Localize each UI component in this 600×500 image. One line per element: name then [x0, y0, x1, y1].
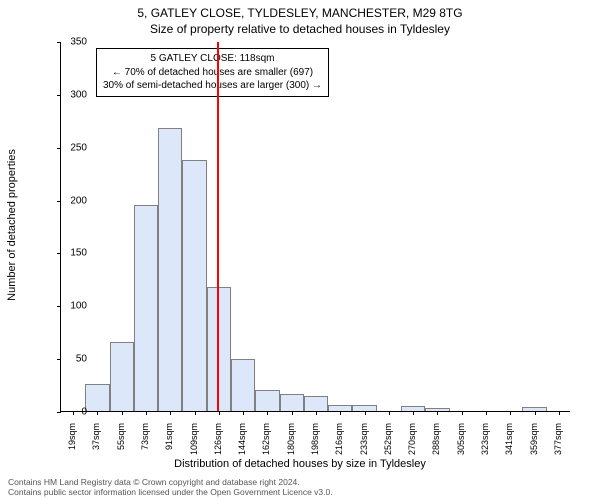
x-tick-label: 270sqm: [407, 423, 417, 463]
y-tick-mark: [57, 412, 61, 413]
x-tick-label: 198sqm: [310, 423, 320, 463]
x-tick-mark: [97, 411, 98, 415]
y-tick-mark: [57, 42, 61, 43]
x-tick-label: 288sqm: [431, 423, 441, 463]
histogram-bar: [134, 205, 158, 411]
y-tick-label: 350: [70, 37, 87, 48]
histogram-bar: [280, 394, 304, 411]
y-tick-label: 0: [81, 407, 87, 418]
x-tick-mark: [170, 411, 171, 415]
x-tick-label: 126sqm: [213, 423, 223, 463]
x-tick-mark: [462, 411, 463, 415]
y-tick-label: 50: [76, 354, 87, 365]
x-tick-mark: [437, 411, 438, 415]
histogram-bar: [182, 160, 206, 411]
histogram-bar: [158, 128, 182, 411]
x-tick-label: 73sqm: [140, 423, 150, 463]
annotation-line-1: 5 GATLEY CLOSE: 118sqm: [103, 52, 322, 66]
chart-title-sub: Size of property relative to detached ho…: [0, 20, 600, 40]
x-tick-label: 233sqm: [359, 423, 369, 463]
x-tick-label: 216sqm: [334, 423, 344, 463]
annotation-line-2: ← 70% of detached houses are smaller (69…: [103, 66, 322, 80]
x-tick-mark: [122, 411, 123, 415]
x-tick-label: 359sqm: [529, 423, 539, 463]
x-tick-mark: [73, 411, 74, 415]
x-tick-label: 305sqm: [456, 423, 466, 463]
x-tick-mark: [486, 411, 487, 415]
x-tick-label: 91sqm: [164, 423, 174, 463]
x-tick-label: 37sqm: [91, 423, 101, 463]
y-tick-label: 250: [70, 142, 87, 153]
x-tick-mark: [510, 411, 511, 415]
chart-title-main: 5, GATLEY CLOSE, TYLDESLEY, MANCHESTER, …: [0, 0, 600, 20]
x-tick-mark: [389, 411, 390, 415]
x-tick-mark: [340, 411, 341, 415]
histogram-bar: [85, 384, 109, 411]
x-tick-mark: [535, 411, 536, 415]
x-tick-mark: [365, 411, 366, 415]
y-tick-mark: [57, 201, 61, 202]
y-tick-label: 150: [70, 248, 87, 259]
x-tick-label: 19sqm: [67, 423, 77, 463]
x-tick-label: 252sqm: [383, 423, 393, 463]
chart-plot-area: 5 GATLEY CLOSE: 118sqm ← 70% of detached…: [60, 42, 570, 412]
histogram-bar: [304, 396, 328, 411]
annotation-line-3: 30% of semi-detached houses are larger (…: [103, 79, 322, 93]
x-tick-mark: [413, 411, 414, 415]
y-tick-mark: [57, 95, 61, 96]
x-tick-mark: [267, 411, 268, 415]
x-tick-label: 109sqm: [189, 423, 199, 463]
x-tick-label: 377sqm: [553, 423, 563, 463]
footer-attribution: Contains HM Land Registry data © Crown c…: [8, 477, 592, 498]
x-tick-label: 323sqm: [480, 423, 490, 463]
histogram-bar: [231, 359, 255, 411]
x-tick-mark: [316, 411, 317, 415]
histogram-bar: [207, 287, 231, 411]
x-tick-mark: [195, 411, 196, 415]
x-tick-label: 180sqm: [286, 423, 296, 463]
footer-line-1: Contains HM Land Registry data © Crown c…: [8, 477, 592, 488]
histogram-bar: [255, 390, 279, 411]
x-tick-label: 162sqm: [261, 423, 271, 463]
footer-line-2: Contains public sector information licen…: [8, 487, 592, 498]
x-tick-mark: [292, 411, 293, 415]
x-tick-mark: [559, 411, 560, 415]
x-tick-label: 55sqm: [116, 423, 126, 463]
y-tick-label: 100: [70, 301, 87, 312]
y-tick-mark: [57, 306, 61, 307]
y-tick-label: 200: [70, 195, 87, 206]
x-tick-label: 144sqm: [237, 423, 247, 463]
y-tick-mark: [57, 359, 61, 360]
y-tick-mark: [57, 148, 61, 149]
y-tick-mark: [57, 253, 61, 254]
property-annotation: 5 GATLEY CLOSE: 118sqm ← 70% of detached…: [96, 48, 329, 97]
x-tick-label: 341sqm: [504, 423, 514, 463]
x-tick-mark: [146, 411, 147, 415]
histogram-bar: [110, 342, 134, 411]
x-tick-mark: [243, 411, 244, 415]
y-tick-label: 300: [70, 89, 87, 100]
x-tick-mark: [219, 411, 220, 415]
property-marker-line: [217, 42, 219, 411]
